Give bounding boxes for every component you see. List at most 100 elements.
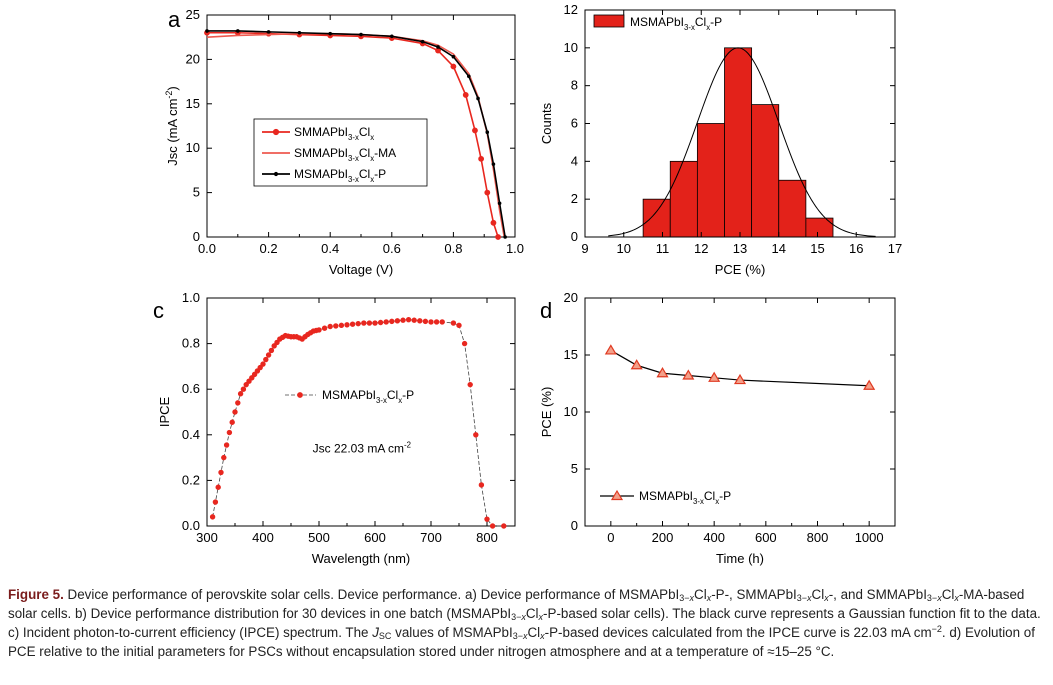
y-tick-label: 4 (571, 153, 578, 168)
data-point (467, 381, 473, 388)
x-tick-label: 0.8 (444, 241, 462, 256)
x-tick-label: 800 (476, 530, 498, 545)
x-tick-label: 700 (420, 530, 442, 545)
legend-marker (297, 392, 303, 398)
data-point (708, 371, 721, 382)
data-point (863, 379, 876, 390)
data-point (476, 96, 480, 101)
panel-d-chart: 0 200 400 600 800 1000 0 5 10 15 20 Time (h) PCE (%)… (539, 290, 896, 566)
data-point (243, 381, 249, 388)
data-point (251, 371, 258, 378)
data-point (338, 322, 345, 329)
data-point (451, 54, 456, 59)
caption-fragment: x (689, 593, 695, 603)
caption-fragment: x (937, 593, 942, 603)
data-point (218, 469, 224, 476)
data-point (485, 130, 490, 135)
data-point (439, 319, 445, 325)
x-axis-label: Time (h) (716, 551, 764, 566)
x-tick-label: 9 (581, 241, 588, 256)
caption-fragment: SC (378, 631, 392, 641)
y-tick-label: 10 (564, 40, 578, 55)
x-tick-label: 800 (807, 530, 829, 545)
caption-fragment: x (538, 612, 544, 622)
legend-entry: MSMAPbI3-xClx-P (294, 167, 386, 184)
data-point (450, 320, 457, 326)
data-point (484, 189, 491, 196)
y-tick-label: 0 (193, 229, 200, 244)
caption-fragment: x (522, 631, 528, 641)
data-point (212, 499, 219, 505)
y-tick-label: 1.0 (182, 290, 200, 305)
legend-marker (273, 171, 279, 177)
data-point (246, 378, 252, 384)
data-point (226, 429, 233, 436)
caption-fragment: Device performance of perovskite solar c… (63, 587, 680, 602)
data-point (473, 432, 479, 438)
data-point (232, 409, 238, 415)
data-point (422, 318, 429, 325)
caption-fragment: Cl (525, 606, 539, 621)
y-tick-label: 20 (564, 290, 578, 305)
y-tick-label: 15 (186, 96, 200, 111)
caption-fragment: Cl (694, 587, 707, 602)
data-point (254, 368, 261, 374)
series-line (212, 319, 504, 527)
histogram-bar (642, 198, 671, 238)
legend-entry: MSMAPbI3-xClx-P (322, 388, 414, 405)
data-point (433, 319, 440, 325)
caption-fragment: x (807, 593, 812, 603)
legend-entry: MSMAPbI3-xClx-P (630, 15, 722, 32)
data-point (466, 74, 471, 79)
x-tick-label: 0 (607, 530, 614, 545)
legend-marker (610, 489, 624, 501)
panel-a-chart: 0.0 0.2 0.4 0.6 0.8 1.0 0 5 10 15 20 25 Voltage (V) J… (164, 7, 524, 277)
caption-fragment: . d) Evolution of PCE relative to the in… (8, 625, 1035, 659)
y-tick-label: 5 (571, 461, 578, 476)
histogram-bar (778, 179, 807, 238)
x-tick-label: 300 (196, 530, 218, 545)
x-tick-label: 16 (849, 241, 863, 256)
data-point (321, 325, 328, 331)
caption-fragment: −2 (931, 624, 942, 634)
data-point (472, 127, 478, 134)
data-point (359, 32, 363, 37)
data-point (462, 92, 469, 98)
caption-fragment: -P-based devices calculated from the IPC… (544, 625, 932, 640)
data-point (490, 219, 497, 226)
data-point (221, 454, 227, 461)
caption-text: Device performance of perovskite solar c… (8, 587, 1041, 659)
data-point (237, 391, 244, 397)
y-tick-label: 10 (564, 404, 578, 419)
histogram-bar (696, 123, 725, 238)
y-tick-label: 2 (571, 191, 578, 206)
data-point (450, 63, 457, 70)
data-point (604, 344, 617, 355)
data-point (461, 340, 468, 347)
data-point (503, 235, 507, 239)
x-axis-label: Wavelength (nm) (312, 551, 411, 566)
caption-fragment: J (372, 625, 379, 640)
y-tick-label: 5 (193, 185, 200, 200)
y-tick-label: 0.2 (182, 472, 200, 487)
y-tick-label: 10 (186, 140, 200, 155)
x-tick-label: 500 (308, 530, 330, 545)
data-point (249, 375, 255, 381)
data-point (209, 514, 216, 520)
data-point (630, 359, 643, 370)
data-point (366, 320, 373, 326)
panel-label-c: c (153, 298, 164, 323)
panel-label-a: a (168, 7, 181, 32)
data-point (478, 482, 485, 488)
y-tick-label: 15 (564, 347, 578, 362)
panel-c-chart: 300 400 500 600 700 800 0.0 0.2 0.4 0.6 0.8 1.0 Wave… (157, 290, 516, 566)
data-point (478, 155, 485, 162)
data-point (377, 319, 384, 326)
caption-fragment: -P-, SMMAPbI (711, 587, 797, 602)
data-point (389, 318, 395, 325)
histogram-bar (724, 47, 753, 238)
x-tick-label: 600 (755, 530, 777, 545)
x-tick-label: 14 (772, 241, 786, 256)
x-axis-label: Voltage (V) (329, 262, 393, 277)
caption-fragment: Cl (811, 587, 825, 602)
